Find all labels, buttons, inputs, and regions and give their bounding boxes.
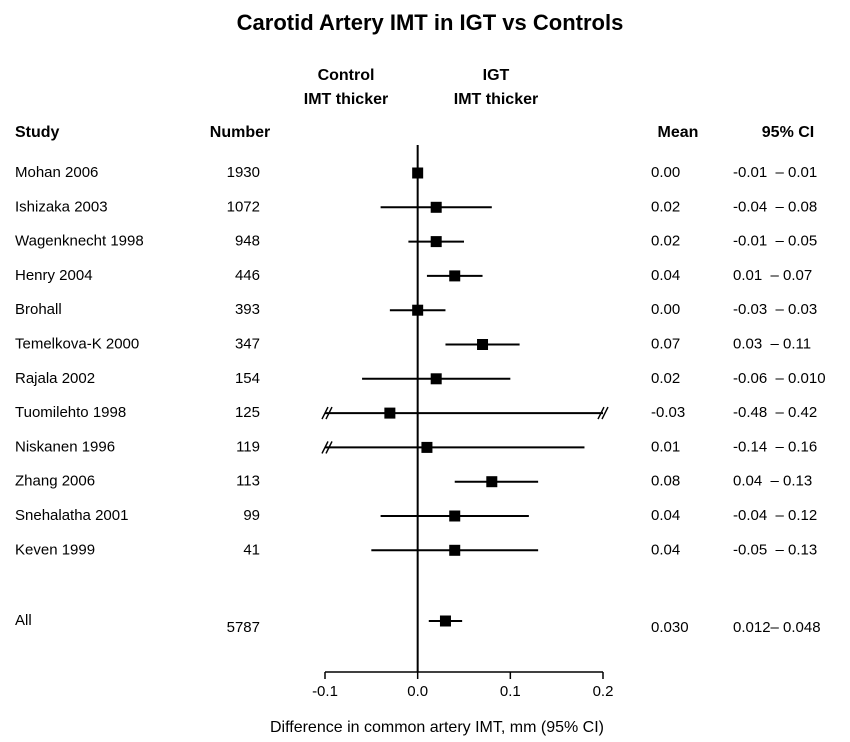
column-header: Study [15, 124, 60, 141]
study-name: Temelkova-K 2000 [15, 335, 139, 352]
study-number: 5787 [227, 619, 260, 636]
column-header: Number [210, 124, 270, 141]
ci-label: 0.012– 0.048 [733, 619, 821, 636]
column-header: Mean [658, 124, 699, 141]
study-name: Rajala 2002 [15, 370, 95, 387]
ci-label: -0.04 – 0.08 [733, 198, 817, 215]
mean-label: 0.07 [651, 335, 680, 352]
ci-label: -0.01 – 0.05 [733, 233, 817, 250]
mean-label: 0.08 [651, 473, 680, 490]
x-tick-label: 0.2 [593, 683, 614, 700]
ci-label: -0.04 – 0.12 [733, 507, 817, 524]
mean-marker [412, 304, 424, 316]
x-axis-label: Difference in common artery IMT, mm (95%… [270, 719, 604, 736]
break-mark [325, 441, 333, 454]
mean-label: 0.02 [651, 233, 680, 250]
mean-marker [412, 167, 424, 179]
study-number: 41 [243, 541, 260, 558]
mean-marker [449, 270, 461, 282]
study-name: Brohall [15, 301, 62, 318]
study-number: 1930 [227, 164, 260, 181]
mean-label: 0.01 [651, 438, 680, 455]
mean-label: -0.03 [651, 404, 685, 421]
mean-label: 0.02 [651, 198, 680, 215]
mean-marker [449, 544, 461, 556]
mean-label: 0.00 [651, 301, 680, 318]
mean-marker [449, 510, 461, 522]
mean-marker [421, 441, 433, 453]
mean-label: 0.00 [651, 164, 680, 181]
ci-label: -0.01 – 0.01 [733, 164, 817, 181]
mean-marker [477, 339, 489, 350]
study-name: Wagenknecht 1998 [15, 233, 144, 250]
study-number: 948 [235, 233, 260, 250]
study-name: Tuomilehto 1998 [15, 404, 126, 421]
study-number: 446 [235, 267, 260, 284]
study-number: 125 [235, 404, 260, 421]
x-tick-label: -0.1 [312, 683, 338, 700]
ci-label: 0.01 – 0.07 [733, 267, 812, 284]
right-label: IGT [483, 67, 510, 84]
ci-label: 0.03 – 0.11 [733, 335, 811, 352]
mean-marker [430, 373, 442, 385]
mean-marker [430, 236, 442, 248]
ci-label: -0.48 – 0.42 [733, 404, 817, 421]
right-label: IMT thicker [454, 91, 538, 108]
column-header: 95% CI [762, 124, 814, 141]
ci-label: -0.05 – 0.13 [733, 541, 817, 558]
left-label: IMT thicker [304, 91, 388, 108]
study-name: Mohan 2006 [15, 164, 98, 181]
study-number: 113 [236, 473, 260, 490]
mean-marker [486, 476, 498, 488]
mean-marker [384, 407, 396, 419]
mean-label: 0.04 [651, 267, 680, 284]
x-tick-label: 0.1 [500, 683, 521, 700]
left-label: Control [318, 67, 375, 84]
study-name: Keven 1999 [15, 541, 95, 558]
mean-label: 0.030 [651, 619, 689, 636]
mean-label: 0.02 [651, 370, 680, 387]
mean-marker [430, 201, 442, 213]
study-name: Snehalatha 2001 [15, 507, 128, 524]
break-mark [325, 406, 333, 420]
study-number: 119 [236, 438, 260, 455]
study-name: Henry 2004 [15, 267, 93, 284]
study-name: All [15, 612, 32, 629]
study-number: 99 [243, 507, 260, 524]
break-mark [601, 406, 609, 420]
mean-label: 0.04 [651, 507, 680, 524]
ci-label: -0.03 – 0.03 [733, 301, 817, 318]
study-number: 347 [235, 335, 260, 352]
study-name: Ishizaka 2003 [15, 198, 108, 215]
ci-label: 0.04 – 0.13 [733, 473, 812, 490]
study-name: Niskanen 1996 [15, 438, 115, 455]
chart-title: Carotid Artery IMT in IGT vs Controls [237, 10, 624, 35]
break-mark [321, 406, 329, 420]
study-number: 154 [235, 370, 260, 387]
ci-label: -0.14 – 0.16 [733, 438, 817, 455]
mean-label: 0.04 [651, 541, 680, 558]
x-tick-label: 0.0 [407, 683, 428, 700]
ci-label: -0.06 – 0.010 [733, 370, 826, 387]
study-number: 1072 [227, 198, 260, 215]
study-name: Zhang 2006 [15, 473, 95, 490]
break-mark [597, 406, 605, 420]
mean-marker [439, 615, 451, 627]
break-mark [321, 441, 329, 454]
study-number: 393 [235, 301, 260, 318]
